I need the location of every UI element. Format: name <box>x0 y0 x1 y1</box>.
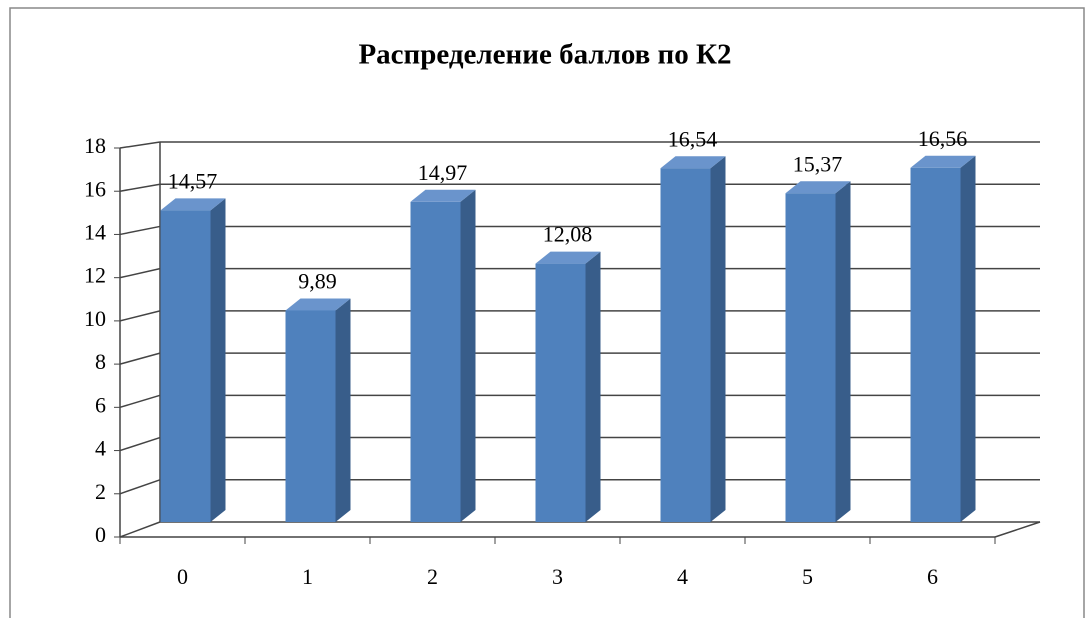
grid-line-side <box>119 310 161 322</box>
y-tick-label: 14 <box>84 219 106 244</box>
bar-top <box>785 181 851 194</box>
grid-line-side <box>119 225 161 236</box>
x-tick-label: 5 <box>802 564 813 589</box>
bar-top <box>910 155 976 168</box>
bar-side <box>960 155 976 523</box>
bar <box>910 167 961 523</box>
x-tick-label: 6 <box>927 564 938 589</box>
grid-line-side <box>119 183 161 192</box>
y-tick-label: 0 <box>95 522 106 547</box>
data-label: 14,97 <box>418 160 468 185</box>
y-tick-label: 8 <box>95 349 106 374</box>
y-tick-label: 2 <box>95 479 106 504</box>
bar-top <box>160 198 226 211</box>
bar-side <box>835 181 851 522</box>
grid-line-side <box>119 352 161 365</box>
x-tick-label: 2 <box>427 564 438 589</box>
grid-line-side <box>119 267 161 279</box>
data-label: 16,56 <box>918 126 968 151</box>
bar <box>285 310 336 522</box>
chart-title: Распределение баллов по К2 <box>358 39 731 71</box>
bar <box>160 210 211 522</box>
bar-side <box>585 251 601 522</box>
floor-edge <box>994 521 1041 538</box>
chart-frame <box>9 7 1085 618</box>
grid-line-side <box>119 141 161 149</box>
y-tick-label: 16 <box>84 176 106 201</box>
bar-top <box>660 156 726 169</box>
data-label: 12,08 <box>543 222 593 247</box>
x-tick-label: 0 <box>177 564 188 589</box>
bar <box>410 201 461 522</box>
bar <box>785 193 836 522</box>
bar-top <box>285 298 351 311</box>
y-tick-label: 12 <box>84 263 106 288</box>
data-label: 14,57 <box>168 168 218 193</box>
data-label: 16,54 <box>668 126 718 151</box>
grid-line-side <box>119 521 161 538</box>
data-label: 15,37 <box>793 151 843 176</box>
x-tick-label: 3 <box>552 564 563 589</box>
y-tick-label: 4 <box>95 436 106 461</box>
y-tick-label: 18 <box>84 133 106 158</box>
grid-line-side <box>119 436 161 452</box>
bar-top <box>410 189 476 202</box>
data-label: 9,89 <box>298 269 337 294</box>
bar-top <box>535 251 601 264</box>
grid-line-side <box>119 479 161 495</box>
bar-side <box>210 198 226 522</box>
bar-side <box>460 189 476 522</box>
y-tick-label: 6 <box>95 392 106 417</box>
x-tick-label: 4 <box>677 564 688 589</box>
grid-line-side <box>119 394 161 409</box>
x-tick-label: 1 <box>302 564 313 589</box>
bar-side <box>335 298 351 522</box>
bar-side <box>710 156 726 522</box>
bar <box>535 263 586 522</box>
bar <box>660 168 711 522</box>
y-tick-label: 10 <box>84 306 106 331</box>
